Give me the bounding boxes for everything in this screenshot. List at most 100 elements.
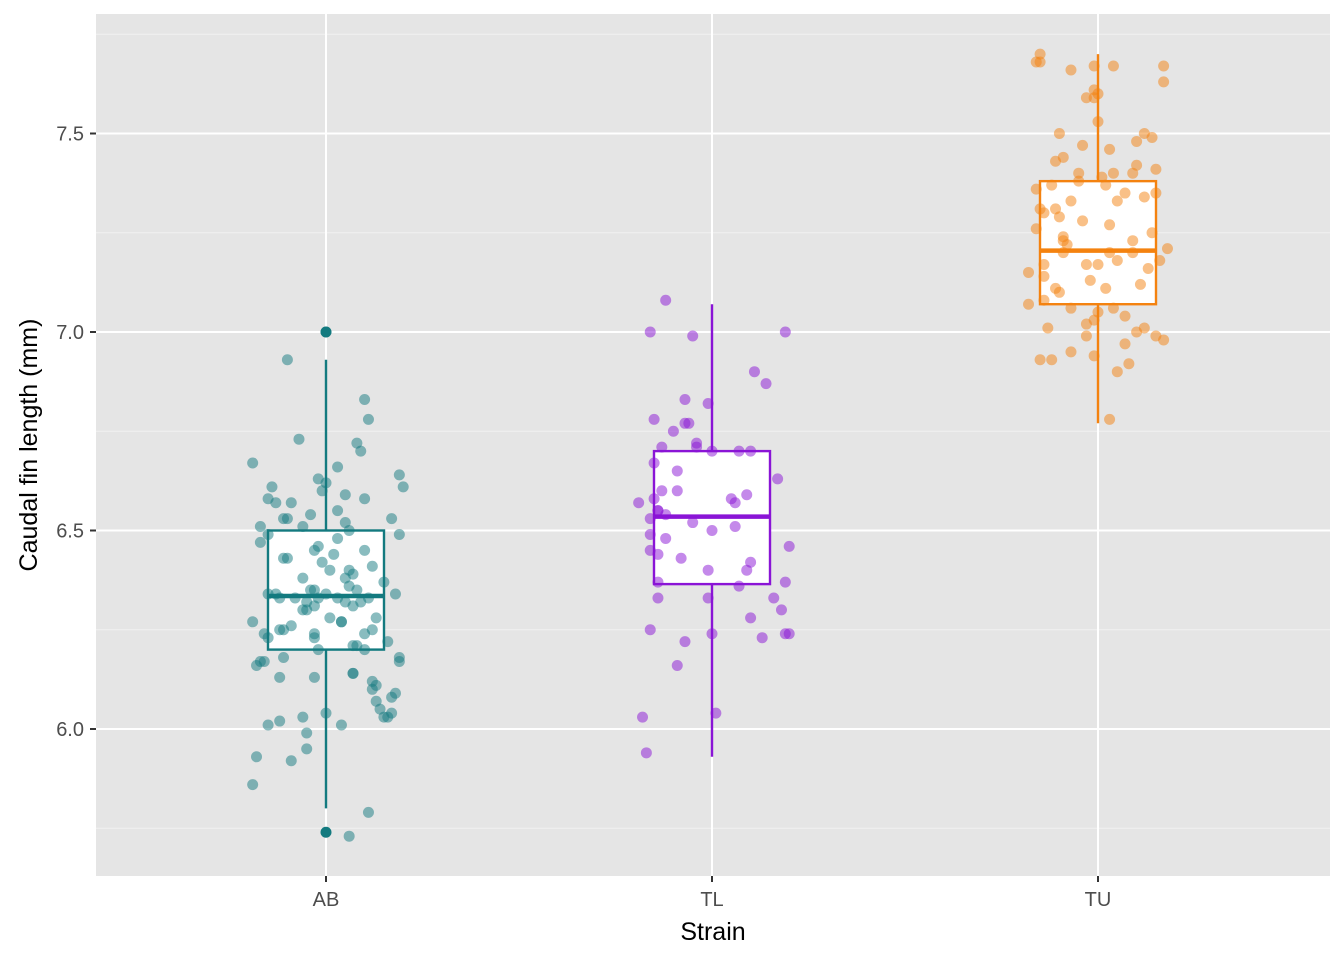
data-point [1023,266,1035,278]
data-point [328,548,340,560]
data-point [308,671,320,683]
data-point [1119,310,1131,322]
data-point [1080,318,1092,330]
data-point [1034,354,1046,366]
data-point [1050,155,1062,167]
data-point [652,548,664,560]
data-point [393,528,405,540]
data-point [691,441,703,453]
data-point [285,755,297,767]
data-point [305,509,317,521]
data-point [783,540,795,552]
data-point [1131,135,1143,147]
data-point [251,659,263,671]
data-point [745,612,757,624]
data-point [347,600,359,612]
data-point [1077,139,1089,151]
data-point [355,445,367,457]
y-tick-label: 7.5 [56,124,84,146]
data-point [648,493,660,505]
data-point [1161,243,1173,255]
data-point [281,552,293,564]
points-ab [247,326,409,842]
data-point [1057,247,1069,259]
data-point [270,497,282,509]
data-point [359,393,371,405]
data-point [297,572,309,584]
data-point [289,592,301,604]
data-point [1104,247,1116,259]
data-point [1092,116,1104,128]
data-point [1053,211,1065,223]
data-point [633,497,645,509]
data-point [637,711,649,723]
data-point [706,628,718,640]
data-point [1065,64,1077,76]
data-point [1065,195,1077,207]
data-point [262,719,274,731]
data-point [278,652,290,664]
data-point [733,445,745,457]
data-point [386,691,398,703]
data-point [1073,167,1085,179]
data-point [1034,56,1046,68]
data-point [343,525,355,536]
data-point [756,632,768,644]
y-axis-title: Caudal fin length (mm) [15,319,43,572]
data-point [254,521,266,533]
data-point [729,497,741,509]
data-point [393,469,405,481]
data-point [1119,338,1131,350]
data-point [660,532,672,544]
data-point [378,576,390,588]
data-point [393,656,405,668]
data-point [297,521,309,533]
data-point [779,576,791,588]
data-point [335,719,347,731]
y-tick-label: 6.5 [56,521,84,543]
data-point [1127,247,1139,259]
data-point [687,517,699,529]
data-point [301,743,313,755]
data-point [359,493,371,505]
data-point [1142,262,1154,274]
data-point [1146,227,1158,239]
data-point [656,485,668,497]
data-point [779,326,791,338]
data-point [1127,235,1139,247]
data-point [266,481,278,493]
data-point [1158,76,1170,88]
data-point [1107,302,1119,314]
axes: 6.0 6.5 7.0 7.5 AB TL TU [56,124,1111,912]
jitter-points [247,48,1173,842]
data-point [335,616,347,628]
data-point [297,604,309,616]
data-point [1065,346,1077,358]
data-point [1104,219,1116,231]
data-point [1111,195,1123,207]
data-point [1146,131,1158,143]
data-point [347,667,359,679]
data-point [343,830,355,842]
data-point [675,552,687,564]
data-point [362,806,374,818]
data-point [1080,92,1092,104]
data-point [1084,274,1096,286]
data-point [366,560,378,572]
data-point [1092,259,1104,271]
data-point [652,576,664,588]
data-point [644,528,656,540]
points-tu [1023,48,1173,425]
data-point [1088,350,1100,362]
data-point [702,564,714,576]
data-point [679,393,691,405]
data-point [297,711,309,723]
data-point [320,707,332,719]
data-point [683,417,695,429]
data-point [382,636,394,648]
data-point [1100,179,1112,191]
data-point [741,489,753,501]
data-point [332,505,344,517]
data-point [1119,187,1131,199]
